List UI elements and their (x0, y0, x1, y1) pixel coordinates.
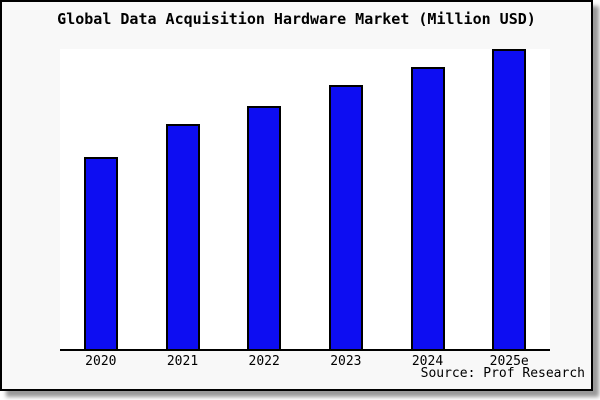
bar-slot-2021 (142, 49, 224, 349)
x-tick-label-2023: 2023 (330, 354, 362, 369)
chart-title: Global Data Acquisition Hardware Market … (57, 10, 536, 28)
bar-2024 (410, 67, 445, 349)
plot-area (60, 49, 550, 351)
bar-2025e (492, 49, 527, 349)
bar-slot-2022 (223, 49, 305, 349)
bar-slot-2025e (468, 49, 550, 349)
x-tick-label-2021: 2021 (166, 354, 199, 369)
bar-2023 (328, 85, 363, 349)
source-credit: Source: Prof Research (420, 366, 585, 381)
x-tick-label-2025e: 2025e (489, 354, 529, 369)
bar-slot-2023 (305, 49, 387, 349)
bar-slot-2024 (387, 49, 469, 349)
bar-slot-2020 (60, 49, 142, 349)
x-axis-labels: 2020 2021 2022 2023 2024 2025e (60, 354, 550, 369)
chart-panel: Global Data Acquisition Hardware Market … (0, 0, 593, 391)
bar-2021 (165, 124, 200, 349)
x-tick-label-2022: 2022 (248, 354, 280, 369)
x-tick-label-2024: 2024 (411, 354, 444, 369)
x-tick-label-2020: 2020 (85, 354, 117, 369)
bar-2022 (247, 106, 282, 349)
bar-2020 (83, 157, 118, 349)
